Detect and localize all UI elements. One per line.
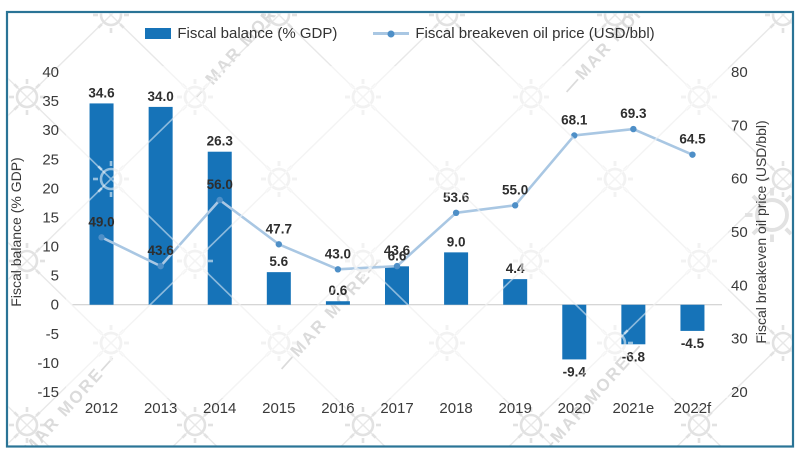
x-category-label: 2015 [262,400,295,417]
x-category-label: 2020 [558,400,591,417]
x-category-label: 2018 [439,400,472,417]
left-tick-label: 30 [42,122,59,139]
left-tick-label: -15 [37,384,59,401]
left-tick-label: -5 [46,326,59,343]
left-tick-label: 35 [42,93,59,110]
right-axis-ticks: 80 70 60 50 40 30 20 [731,64,748,401]
right-tick-label: 40 [731,277,748,294]
watermark-overlay [66,66,728,398]
x-category-label: 2017 [380,400,413,417]
left-tick-label: 25 [42,151,59,168]
chart-frame-border [5,10,795,448]
x-category-label: 2016 [321,400,354,417]
left-tick-label: 40 [42,64,59,81]
left-tick-label: 10 [42,239,59,256]
x-category-label: 2021e [613,400,655,417]
right-axis-title: Fiscal breakeven oil price (USD/bbl) [753,120,769,343]
right-tick-label: 80 [731,64,748,81]
x-axis-labels: 2012 2013 2014 2015 2016 2017 2018 2019 2020 2021… [85,400,712,417]
left-tick-label: 20 [42,180,59,197]
x-category-label: 2014 [203,400,236,417]
x-category-label: 2022f [674,400,712,417]
left-tick-label: 15 [42,209,59,226]
left-axis-ticks: 40 35 30 25 20 15 10 5 0 -5 -10 -15 [37,64,59,401]
right-tick-label: 50 [731,224,748,241]
right-tick-label: 20 [731,384,748,401]
right-tick-label: 60 [731,171,748,188]
x-category-label: 2019 [498,400,531,417]
left-axis-title: Fiscal balance (% GDP) [8,157,24,306]
x-category-label: 2013 [144,400,177,417]
right-tick-label: 70 [731,117,748,134]
left-tick-label: -10 [37,355,59,372]
left-tick-label: 5 [51,268,59,285]
right-tick-label: 30 [731,331,748,348]
x-category-label: 2012 [85,400,118,417]
left-tick-label: 0 [51,297,59,314]
